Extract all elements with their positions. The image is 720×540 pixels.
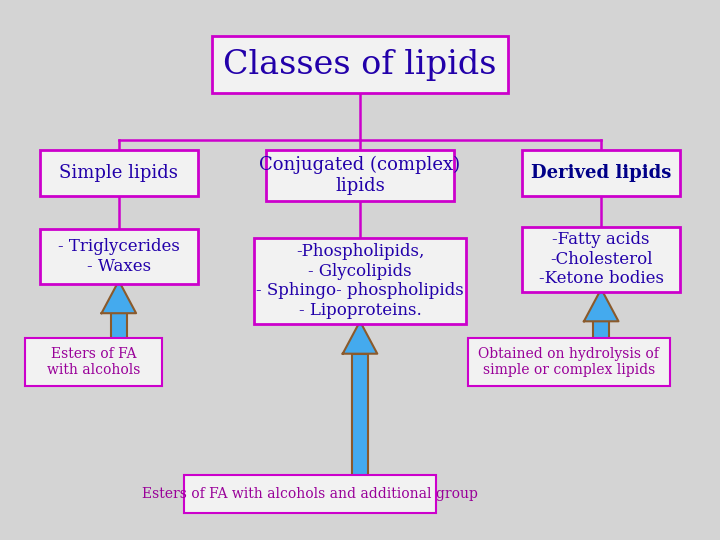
Text: -Fatty acids
-Cholesterol
-Ketone bodies: -Fatty acids -Cholesterol -Ketone bodies: [539, 231, 664, 287]
FancyBboxPatch shape: [254, 238, 467, 324]
Polygon shape: [593, 321, 609, 340]
Text: Conjugated (complex)
lipids: Conjugated (complex) lipids: [259, 156, 461, 195]
Polygon shape: [352, 354, 368, 478]
Text: -Phospholipids,
- Glycolipids
- Sphingo- phospholipids
- Lipoproteins.: -Phospholipids, - Glycolipids - Sphingo-…: [256, 243, 464, 319]
Text: Obtained on hydrolysis of
simple or complex lipids: Obtained on hydrolysis of simple or comp…: [478, 347, 660, 377]
Polygon shape: [343, 321, 377, 354]
FancyBboxPatch shape: [40, 230, 198, 284]
Polygon shape: [584, 289, 618, 321]
Text: Esters of FA with alcohols and additional group: Esters of FA with alcohols and additiona…: [142, 487, 477, 501]
Polygon shape: [111, 313, 127, 340]
FancyBboxPatch shape: [25, 338, 162, 386]
FancyBboxPatch shape: [212, 36, 508, 93]
Text: Esters of FA
with alcohols: Esters of FA with alcohols: [47, 347, 140, 377]
FancyBboxPatch shape: [266, 150, 454, 201]
FancyBboxPatch shape: [40, 150, 198, 195]
FancyBboxPatch shape: [184, 475, 436, 513]
FancyBboxPatch shape: [522, 150, 680, 195]
FancyBboxPatch shape: [468, 338, 670, 386]
Text: Classes of lipids: Classes of lipids: [223, 49, 497, 81]
Text: - Triglycerides
- Waxes: - Triglycerides - Waxes: [58, 238, 180, 275]
Polygon shape: [102, 281, 136, 313]
Text: Simple lipids: Simple lipids: [59, 164, 179, 182]
FancyBboxPatch shape: [522, 227, 680, 292]
Text: Derived lipids: Derived lipids: [531, 164, 671, 182]
